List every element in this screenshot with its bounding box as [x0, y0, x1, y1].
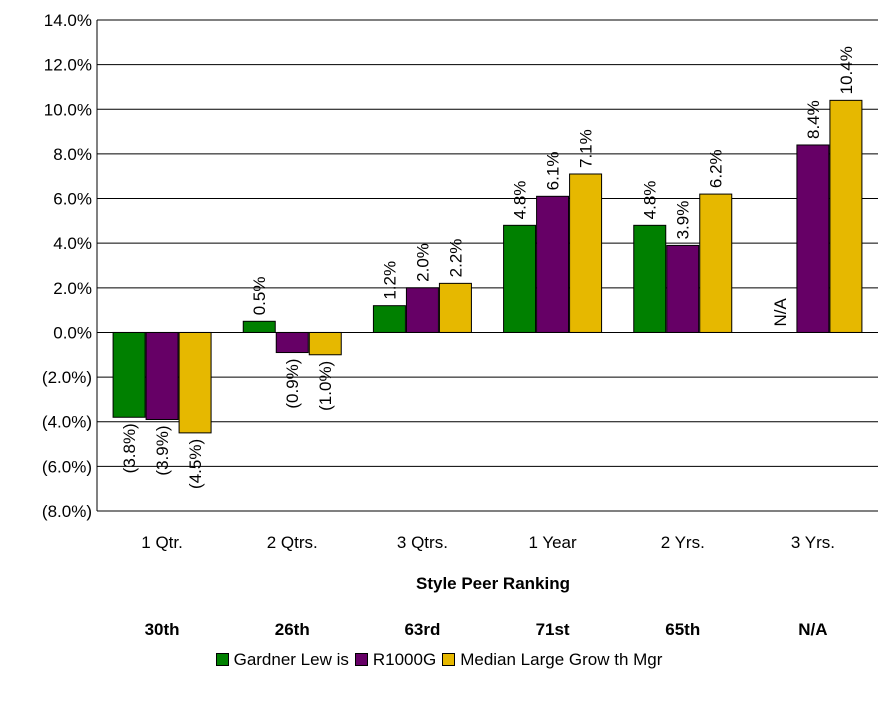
peer-rank: 63rd [404, 620, 440, 639]
legend-item: Median Large Grow th Mgr [442, 650, 662, 670]
y-tick-label: 10.0% [44, 100, 92, 119]
data-label: 6.1% [544, 152, 563, 191]
bar [405, 287, 439, 333]
data-label: 2.2% [446, 239, 465, 278]
peer-rank: 30th [145, 620, 180, 639]
data-label: 6.2% [707, 149, 726, 188]
data-label: 1.2% [380, 261, 399, 300]
legend-swatch [442, 653, 456, 666]
legend-label: Median Large Grow th Mgr [460, 650, 663, 669]
bar [438, 282, 472, 333]
bar [178, 331, 212, 434]
legend-label: Gardner Lew is [233, 650, 349, 669]
bar [829, 99, 863, 333]
peer-rank: 71st [536, 620, 570, 639]
y-tick-label: 0.0% [53, 323, 92, 342]
category-label: 2 Yrs. [661, 533, 705, 552]
bar [242, 320, 276, 333]
peer-rank: N/A [798, 620, 827, 639]
y-tick-label: 8.0% [53, 145, 92, 164]
y-tick-label: 4.0% [53, 234, 92, 253]
y-tick-label: 14.0% [44, 11, 92, 30]
peer-rank: 26th [275, 620, 310, 639]
rank-header: Style Peer Ranking [416, 574, 570, 593]
y-tick-label: 12.0% [44, 56, 92, 75]
data-label: (0.9%) [283, 359, 302, 409]
chart: 14.0% 12.0% 10.0% 8.0% 6.0% 4.0% 2.0% 0.0% (2.0%… [42, 11, 878, 639]
bar [666, 244, 700, 333]
bar [112, 331, 146, 418]
data-label: 8.4% [804, 100, 823, 139]
bar [372, 305, 406, 333]
category-label: 2 Qtrs. [267, 533, 318, 552]
category-label: 3 Qtrs. [397, 533, 448, 552]
y-tick-label: (2.0%) [42, 368, 92, 387]
peer-rank: 65th [665, 620, 700, 639]
data-label: 10.4% [837, 46, 856, 94]
legend-item: Gardner Lew is [215, 650, 349, 670]
data-label: 4.8% [641, 181, 660, 220]
bar [275, 331, 309, 354]
legend-swatch [215, 653, 229, 666]
bars [112, 99, 863, 434]
data-label: 3.9% [674, 201, 693, 240]
bar [536, 195, 570, 333]
data-label: 0.5% [250, 277, 269, 316]
data-label: N/A [771, 297, 790, 326]
data-label: (3.8%) [120, 423, 139, 473]
legend-item: R1000G [354, 650, 437, 670]
legend-swatch [354, 653, 368, 666]
data-label: (4.5%) [186, 439, 205, 489]
y-tick-label: (4.0%) [42, 413, 92, 432]
bar [145, 331, 179, 420]
bar [569, 173, 603, 333]
data-label: (3.9%) [153, 425, 172, 475]
category-label: 1 Year [528, 533, 577, 552]
category-label: 1 Qtr. [141, 533, 183, 552]
y-tick-label: (8.0%) [42, 502, 92, 521]
bar [503, 224, 537, 333]
x-axis-category-labels: 1 Qtr. 2 Qtrs. 3 Qtrs. 1 Year 2 Yrs. 3 Yrs. [141, 533, 835, 552]
y-tick-label: 2.0% [53, 279, 92, 298]
data-label: (1.0%) [316, 361, 335, 411]
y-axis-tick-labels: 14.0% 12.0% 10.0% 8.0% 6.0% 4.0% 2.0% 0.0% (2.0%… [42, 11, 92, 521]
bar [796, 144, 830, 333]
bar [633, 224, 667, 333]
data-labels: (3.8%) (3.9%) (4.5%) 0.5% (0.9%) (1.0%) 1.2% 2.… [120, 46, 856, 489]
y-tick-label: (6.0%) [42, 457, 92, 476]
data-label: 4.8% [511, 181, 530, 220]
axes [96, 20, 878, 511]
legend-label: R1000G [372, 650, 437, 669]
gridlines [97, 19, 878, 512]
category-label: 3 Yrs. [791, 533, 835, 552]
data-label: 7.1% [577, 129, 596, 168]
bar [699, 193, 733, 333]
legend: Gardner Lew is R1000G Median Large Grow th… [0, 650, 878, 670]
data-label: 2.0% [413, 243, 432, 282]
bar [308, 331, 342, 356]
peer-ranks: 30th 26th 63rd 71st 65th N/A [145, 620, 828, 639]
y-tick-label: 6.0% [53, 190, 92, 209]
